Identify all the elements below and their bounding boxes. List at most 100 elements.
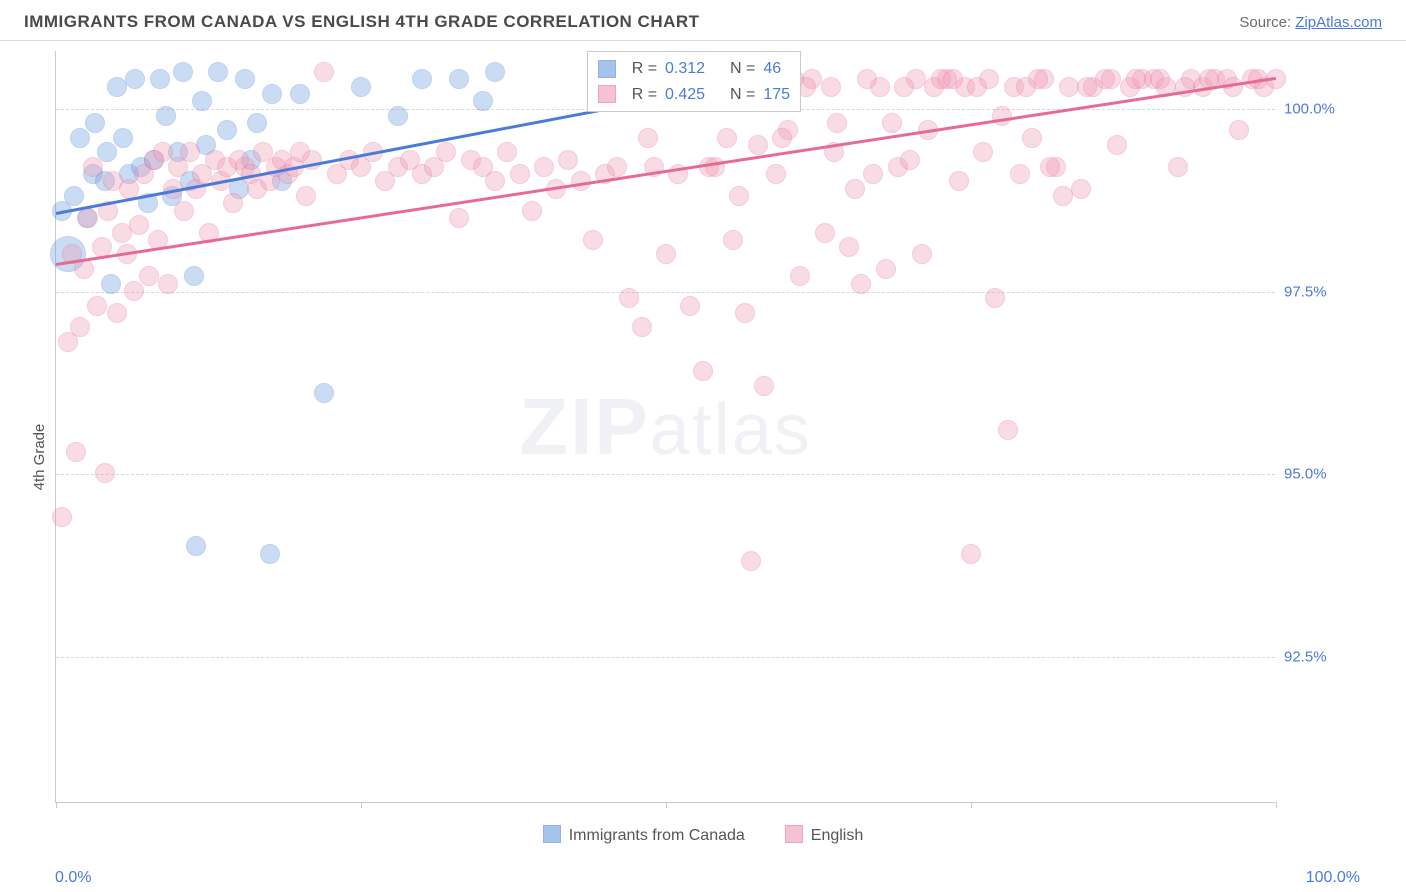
source-link[interactable]: ZipAtlas.com xyxy=(1295,14,1382,31)
data-point xyxy=(632,317,652,337)
data-point xyxy=(485,171,505,191)
data-point xyxy=(851,274,871,294)
data-point xyxy=(992,106,1012,126)
data-point xyxy=(290,84,310,104)
data-point xyxy=(174,201,194,221)
data-point xyxy=(184,266,204,286)
legend-bottom: Immigrants from Canada English xyxy=(0,825,1406,845)
chart-header: IMMIGRANTS FROM CANADA VS ENGLISH 4TH GR… xyxy=(0,0,1406,41)
legend-swatch-canada xyxy=(543,825,561,843)
legend-swatch-english xyxy=(785,825,803,843)
ytick-label: 92.5% xyxy=(1284,648,1327,665)
data-point xyxy=(449,208,469,228)
xtick-min: 0.0% xyxy=(55,869,91,887)
data-point xyxy=(235,69,255,89)
data-point xyxy=(772,128,792,148)
data-point xyxy=(473,91,493,111)
data-point xyxy=(754,376,774,396)
data-point xyxy=(863,164,883,184)
data-point xyxy=(1077,77,1097,97)
data-point xyxy=(64,186,84,206)
xtick-mark xyxy=(971,802,972,808)
correlation-row: R = 0.312 N = 46 xyxy=(598,56,790,82)
data-point xyxy=(1107,135,1127,155)
data-point xyxy=(449,69,469,89)
data-point xyxy=(857,69,877,89)
data-point xyxy=(839,237,859,257)
data-point xyxy=(107,77,127,97)
correlation-swatch xyxy=(598,60,616,78)
gridline xyxy=(56,292,1275,293)
data-point xyxy=(973,142,993,162)
data-point xyxy=(66,442,86,462)
data-point xyxy=(70,317,90,337)
data-point xyxy=(192,91,212,111)
data-point xyxy=(949,171,969,191)
data-point xyxy=(882,113,902,133)
chart-source: Source: ZipAtlas.com xyxy=(1239,14,1382,31)
legend-item-english: English xyxy=(785,825,863,845)
chart-area: 4th Grade ZIPatlas R = 0.312 N = 46R = 0… xyxy=(0,41,1406,873)
data-point xyxy=(693,361,713,381)
data-point xyxy=(217,120,237,140)
correlation-legend: R = 0.312 N = 46R = 0.425 N = 175 xyxy=(587,51,801,112)
data-point xyxy=(790,266,810,286)
data-point xyxy=(260,544,280,564)
data-point xyxy=(101,274,121,294)
data-point xyxy=(52,507,72,527)
data-point xyxy=(296,186,316,206)
legend-label-canada: Immigrants from Canada xyxy=(569,827,745,844)
data-point xyxy=(186,536,206,556)
data-point xyxy=(436,142,456,162)
data-point xyxy=(717,128,737,148)
data-point xyxy=(619,288,639,308)
xtick-max: 100.0% xyxy=(1306,869,1360,887)
ytick-label: 100.0% xyxy=(1284,101,1335,118)
xtick-mark xyxy=(56,802,57,808)
data-point xyxy=(729,186,749,206)
data-point xyxy=(262,84,282,104)
data-point xyxy=(129,215,149,235)
data-point xyxy=(314,383,334,403)
data-point xyxy=(607,157,627,177)
legend-label-english: English xyxy=(811,827,863,844)
data-point xyxy=(139,266,159,286)
data-point xyxy=(912,244,932,264)
data-point xyxy=(558,150,578,170)
data-point xyxy=(723,230,743,250)
correlation-row: R = 0.425 N = 175 xyxy=(598,82,790,108)
data-point xyxy=(412,69,432,89)
data-point xyxy=(208,62,228,82)
data-point xyxy=(497,142,517,162)
xtick-mark xyxy=(1276,802,1277,808)
data-point xyxy=(247,113,267,133)
data-point xyxy=(735,303,755,323)
data-point xyxy=(1016,77,1036,97)
data-point xyxy=(534,157,554,177)
data-point xyxy=(223,193,243,213)
data-point xyxy=(1126,69,1146,89)
data-point xyxy=(510,164,530,184)
data-point xyxy=(1168,157,1188,177)
data-point xyxy=(1150,69,1170,89)
legend-item-canada: Immigrants from Canada xyxy=(543,825,745,845)
data-point xyxy=(124,281,144,301)
chart-title: IMMIGRANTS FROM CANADA VS ENGLISH 4TH GR… xyxy=(24,12,700,32)
data-point xyxy=(1040,157,1060,177)
data-point xyxy=(388,106,408,126)
data-point xyxy=(656,244,676,264)
data-point xyxy=(107,303,127,323)
data-point xyxy=(150,69,170,89)
data-point xyxy=(876,259,896,279)
data-point xyxy=(95,463,115,483)
data-point xyxy=(845,179,865,199)
data-point xyxy=(125,69,145,89)
data-point xyxy=(85,113,105,133)
data-point xyxy=(97,142,117,162)
y-axis-label: 4th Grade xyxy=(31,424,48,491)
data-point xyxy=(173,62,193,82)
correlation-swatch xyxy=(598,85,616,103)
data-point xyxy=(583,230,603,250)
data-point xyxy=(1071,179,1091,199)
data-point xyxy=(1229,120,1249,140)
